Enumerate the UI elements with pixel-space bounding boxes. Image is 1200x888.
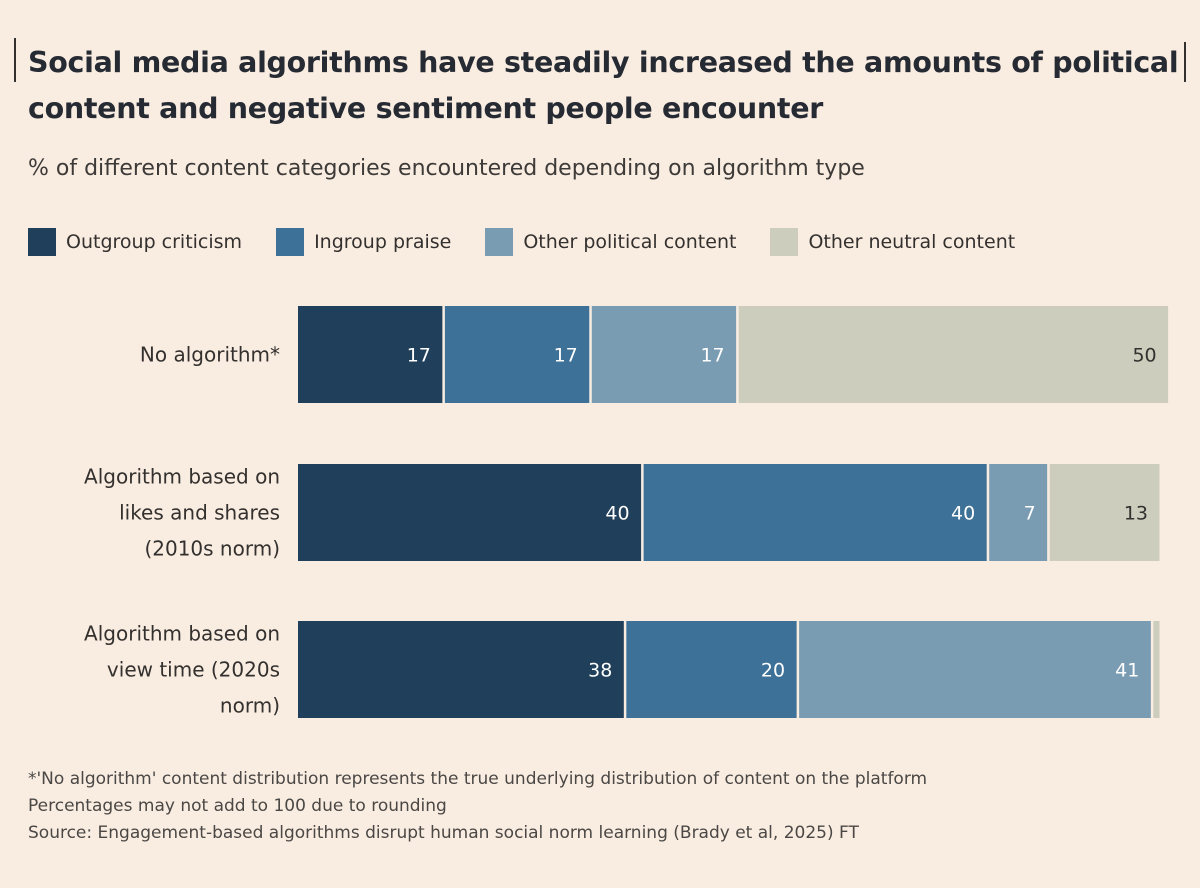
source-note: Source: Engagement-based algorithms disr… [28, 823, 859, 843]
legend-item-ingroup: Ingroup praise [276, 228, 451, 256]
bar-segment [799, 621, 1151, 718]
edge-rule [1184, 42, 1186, 82]
bar-segment [989, 464, 1048, 561]
data-label: 41 [1115, 660, 1139, 682]
data-label: 17 [700, 345, 724, 367]
bar-segment [298, 306, 443, 403]
legend-label: Other neutral content [808, 231, 1016, 253]
category-label: No algorithm* [140, 343, 280, 367]
title-rule [14, 38, 16, 82]
bar-segment [298, 621, 624, 718]
bar-segment [1153, 621, 1160, 718]
chart-subtitle: % of different content categories encoun… [28, 156, 865, 181]
legend-label: Ingroup praise [314, 231, 452, 253]
legend-label: Other political content [523, 231, 737, 253]
footnote: *'No algorithm' content distribution rep… [28, 769, 928, 789]
legend-swatch [28, 228, 56, 256]
legend-swatch [276, 228, 305, 256]
data-label: 40 [605, 503, 629, 525]
legend: Outgroup criticism Ingroup praise Other … [28, 228, 1015, 256]
bar-segment [626, 621, 797, 718]
legend-swatch [485, 228, 514, 256]
bar-segment [591, 306, 737, 403]
data-label: 40 [951, 503, 975, 525]
legend-item-other-neutral: Other neutral content [770, 228, 1015, 256]
data-label: 13 [1124, 503, 1148, 525]
bar-segment [1049, 464, 1160, 561]
data-label: 17 [554, 345, 578, 367]
bar-segment [738, 306, 1169, 403]
data-label: 38 [588, 660, 612, 682]
bar-segment [643, 464, 987, 561]
data-label: 20 [761, 660, 785, 682]
legend-item-other-political: Other political content [485, 228, 736, 256]
data-label: 17 [407, 345, 431, 367]
bar-segment [298, 464, 642, 561]
category-label: Algorithm based on view time (2020s norm) [84, 622, 280, 718]
bar-segment [444, 306, 590, 403]
data-label: 50 [1132, 345, 1156, 367]
legend-swatch [770, 228, 799, 256]
chart-title: Social media algorithms have steadily in… [28, 46, 1179, 125]
legend-item-outgroup: Outgroup criticism [28, 228, 242, 256]
legend-label: Outgroup criticism [66, 231, 243, 253]
category-label: Algorithm based on likes and shares (2010s… [84, 465, 280, 561]
data-label: 7 [1024, 503, 1036, 525]
footnote: Percentages may not add to 100 due to ro… [28, 796, 447, 816]
footnotes: *'No algorithm' content distribution rep… [28, 766, 927, 847]
